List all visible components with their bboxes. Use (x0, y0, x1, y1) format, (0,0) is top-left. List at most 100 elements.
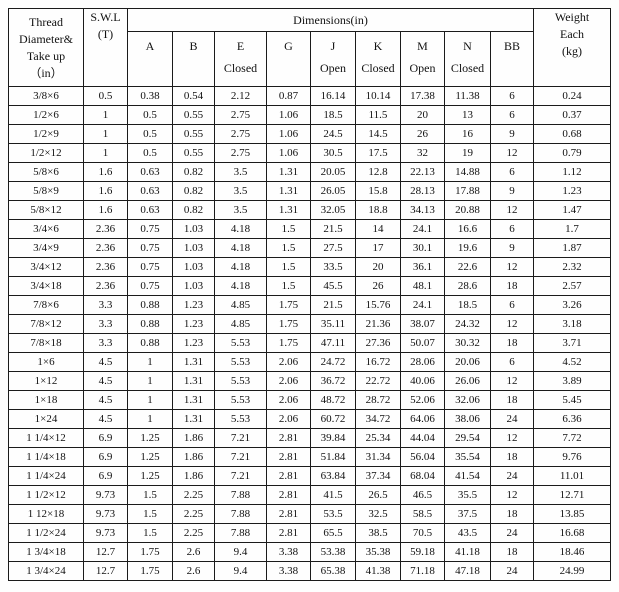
col-header-thread-diameter: Thread Diameter& Take up （in） (8, 8, 84, 87)
cell-a: 0.38 (127, 86, 173, 106)
cell-a: 1.5 (127, 523, 173, 543)
cell-k-closed: 27.36 (355, 333, 401, 353)
cell-bb: 24 (489, 409, 535, 429)
cell-a: 0.88 (127, 314, 173, 334)
cell-n-closed: 20.06 (444, 352, 491, 372)
cell-k-closed: 16.72 (355, 352, 401, 372)
table-row: 1 3/4×24 12.7 1.75 2.6 9.4 3.38 65.38 41… (8, 561, 612, 581)
cell-g: 2.81 (266, 466, 311, 486)
cell-weight: 2.32 (533, 257, 612, 277)
cell-k-closed: 20 (355, 257, 401, 277)
cell-n-closed: 16.6 (444, 219, 491, 239)
cell-m-open: 28.13 (400, 181, 445, 201)
cell-swl: 9.73 (83, 504, 128, 524)
cell-n-closed: 17.88 (444, 181, 491, 201)
cell-a: 0.75 (127, 219, 173, 239)
cell-n-closed: 43.5 (444, 523, 491, 543)
cell-thread-size: 1 3/4×24 (8, 561, 84, 581)
dim-sub: Closed (450, 61, 485, 75)
cell-bb: 12 (489, 314, 535, 334)
cell-m-open: 17.38 (400, 86, 445, 106)
dim-letter: M (417, 39, 428, 53)
table-row: 7/8×12 3.3 0.88 1.23 4.85 1.75 35.11 21.… (8, 314, 612, 334)
cell-bb: 6 (489, 162, 535, 182)
cell-swl: 6.9 (83, 447, 128, 467)
cell-bb: 18 (489, 542, 535, 562)
cell-m-open: 52.06 (400, 390, 445, 410)
cell-a: 0.75 (127, 238, 173, 258)
table-row: 3/4×18 2.36 0.75 1.03 4.18 1.5 45.5 26 4… (8, 276, 612, 296)
cell-n-closed: 24.32 (444, 314, 491, 334)
cell-swl: 6.9 (83, 428, 128, 448)
cell-b: 2.25 (172, 504, 215, 524)
dim-sub: Open (409, 61, 436, 75)
cell-bb: 12 (489, 200, 535, 220)
cell-bb: 6 (489, 105, 535, 125)
table-row: 3/4×9 2.36 0.75 1.03 4.18 1.5 27.5 17 30… (8, 238, 612, 258)
cell-bb: 6 (489, 86, 535, 106)
cell-weight: 11.01 (533, 466, 612, 486)
cell-m-open: 26 (400, 124, 445, 144)
table-row: 3/4×12 2.36 0.75 1.03 4.18 1.5 33.5 20 3… (8, 257, 612, 277)
cell-a: 1 (127, 371, 173, 391)
col-header-m-open: M Open (400, 31, 445, 87)
cell-b: 1.23 (172, 295, 215, 315)
cell-b: 1.86 (172, 428, 215, 448)
cell-m-open: 36.1 (400, 257, 445, 277)
cell-n-closed: 41.18 (444, 542, 491, 562)
cell-a: 0.5 (127, 105, 173, 125)
cell-weight: 1.47 (533, 200, 612, 220)
cell-g: 1.31 (266, 162, 311, 182)
cell-swl: 12.7 (83, 561, 128, 581)
dim-sub: Closed (361, 61, 395, 75)
dim-letter: K (373, 39, 383, 53)
cell-weight: 1.87 (533, 238, 612, 258)
cell-weight: 1.12 (533, 162, 612, 182)
cell-j-open: 26.05 (310, 181, 356, 201)
cell-g: 1.75 (266, 333, 311, 353)
table-row: 1 1/2×24 9.73 1.5 2.25 7.88 2.81 65.5 38… (8, 523, 612, 543)
cell-thread-size: 5/8×6 (8, 162, 84, 182)
cell-g: 1.75 (266, 314, 311, 334)
cell-weight: 5.45 (533, 390, 612, 410)
cell-b: 1.31 (172, 371, 215, 391)
cell-bb: 24 (489, 561, 535, 581)
cell-g: 2.81 (266, 447, 311, 467)
cell-j-open: 39.84 (310, 428, 356, 448)
cell-a: 1.25 (127, 466, 173, 486)
dim-letter: J (330, 39, 336, 53)
cell-swl: 6.9 (83, 466, 128, 486)
cell-thread-size: 1 1/2×12 (8, 485, 84, 505)
cell-m-open: 38.07 (400, 314, 445, 334)
dim-letter: G (284, 39, 293, 53)
cell-thread-size: 5/8×12 (8, 200, 84, 220)
cell-j-open: 36.72 (310, 371, 356, 391)
cell-e-closed: 5.53 (214, 390, 267, 410)
cell-j-open: 41.5 (310, 485, 356, 505)
table-row: 1 3/4×18 12.7 1.75 2.6 9.4 3.38 53.38 35… (8, 542, 612, 562)
cell-b: 1.03 (172, 276, 215, 296)
cell-g: 2.81 (266, 485, 311, 505)
cell-b: 1.86 (172, 447, 215, 467)
cell-e-closed: 7.88 (214, 523, 267, 543)
cell-b: 0.55 (172, 105, 215, 125)
cell-bb: 18 (489, 447, 535, 467)
cell-bb: 6 (489, 295, 535, 315)
cell-swl: 2.36 (83, 238, 128, 258)
cell-n-closed: 26.06 (444, 371, 491, 391)
cell-j-open: 21.5 (310, 219, 356, 239)
cell-k-closed: 10.14 (355, 86, 401, 106)
cell-m-open: 24.1 (400, 295, 445, 315)
cell-k-closed: 26 (355, 276, 401, 296)
cell-bb: 24 (489, 523, 535, 543)
cell-thread-size: 7/8×6 (8, 295, 84, 315)
cell-weight: 24.99 (533, 561, 612, 581)
cell-a: 1.25 (127, 428, 173, 448)
table-row: 1 1/2×12 9.73 1.5 2.25 7.88 2.81 41.5 26… (8, 485, 612, 505)
cell-swl: 4.5 (83, 409, 128, 429)
cell-e-closed: 4.85 (214, 314, 267, 334)
cell-b: 0.55 (172, 124, 215, 144)
col-header-g: G (266, 31, 311, 87)
cell-k-closed: 34.72 (355, 409, 401, 429)
col-header-swl: S.W.L (T) (83, 8, 128, 87)
